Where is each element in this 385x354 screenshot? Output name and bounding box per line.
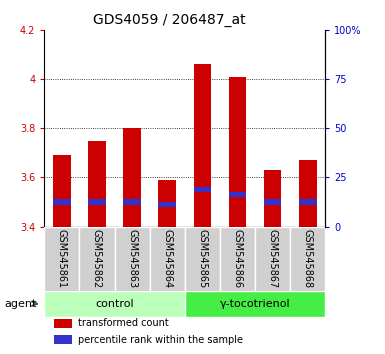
Text: GSM545863: GSM545863	[127, 229, 137, 288]
Bar	[150, 227, 185, 292]
Bar	[44, 227, 79, 292]
Bar	[88, 141, 106, 227]
Bar	[194, 64, 211, 227]
Bar	[88, 199, 106, 205]
Bar	[299, 160, 316, 227]
Bar	[185, 227, 220, 292]
Text: GSM545865: GSM545865	[198, 229, 208, 288]
Bar	[194, 187, 211, 193]
Text: GSM545861: GSM545861	[57, 229, 67, 288]
Bar	[264, 170, 281, 227]
Text: percentile rank within the sample: percentile rank within the sample	[78, 335, 243, 345]
Bar	[220, 227, 255, 292]
Text: GSM545868: GSM545868	[303, 229, 313, 288]
Bar	[159, 180, 176, 227]
Text: transformed count: transformed count	[78, 318, 169, 328]
Bar	[185, 291, 325, 317]
Bar	[264, 199, 281, 205]
Bar	[299, 199, 316, 205]
Text: agent: agent	[5, 299, 37, 309]
Text: GSM545867: GSM545867	[268, 229, 278, 288]
Text: GSM545866: GSM545866	[233, 229, 243, 288]
Bar	[229, 77, 246, 227]
Text: GSM545862: GSM545862	[92, 229, 102, 288]
Text: GSM545864: GSM545864	[162, 229, 172, 288]
Bar	[290, 227, 325, 292]
Bar	[79, 227, 115, 292]
Bar	[255, 227, 290, 292]
Text: GDS4059 / 206487_at: GDS4059 / 206487_at	[93, 13, 246, 28]
Bar	[54, 335, 72, 344]
Text: control: control	[95, 299, 134, 309]
Text: γ-tocotrienol: γ-tocotrienol	[220, 299, 290, 309]
Bar	[53, 155, 70, 227]
Bar	[159, 202, 176, 207]
Bar	[123, 199, 141, 205]
Bar	[123, 128, 141, 227]
Bar	[53, 199, 70, 205]
Bar	[115, 227, 150, 292]
Bar	[54, 319, 72, 327]
Bar	[44, 291, 185, 317]
Bar	[229, 192, 246, 197]
